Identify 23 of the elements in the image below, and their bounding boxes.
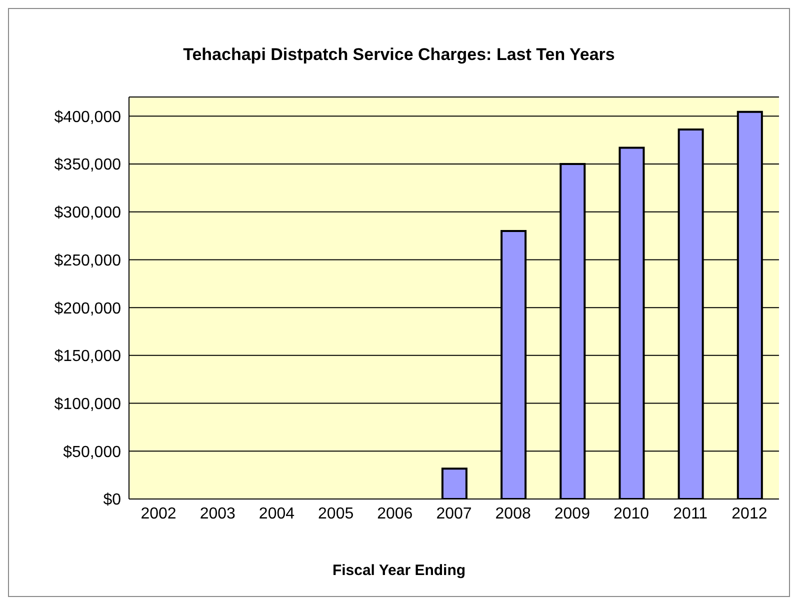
x-tick-label: 2006 <box>377 505 413 522</box>
y-tick-label: $100,000 <box>54 396 122 413</box>
x-axis-title: Fiscal Year Ending <box>331 562 467 579</box>
x-tick-label: 2002 <box>140 505 176 522</box>
x-tick-label: 2009 <box>554 505 590 522</box>
y-tick-label: $350,000 <box>54 156 122 174</box>
y-tick-label: $250,000 <box>54 252 122 270</box>
x-tick-label: 2012 <box>732 505 768 522</box>
y-tick-label: $0 <box>103 492 122 509</box>
x-tick-label: 2010 <box>613 505 650 522</box>
x-tick-label: 2004 <box>258 505 295 522</box>
y-tick-label: $200,000 <box>54 300 122 318</box>
y-tick-label: $300,000 <box>54 204 122 222</box>
x-tick-label: 2005 <box>318 505 354 522</box>
chart-title: Tehachapi Distpatch Service Charges: Last Ten Years <box>182 45 616 65</box>
y-tick-label: $50,000 <box>63 444 122 461</box>
x-tick-label: 2011 <box>673 505 708 522</box>
x-tick-label: 2003 <box>200 505 236 522</box>
y-tick-label: $150,000 <box>54 348 122 366</box>
y-tick-label: $400,000 <box>54 108 122 126</box>
x-tick-label: 2008 <box>495 505 531 522</box>
x-tick-label: 2007 <box>436 505 472 522</box>
bar <box>441 468 468 499</box>
